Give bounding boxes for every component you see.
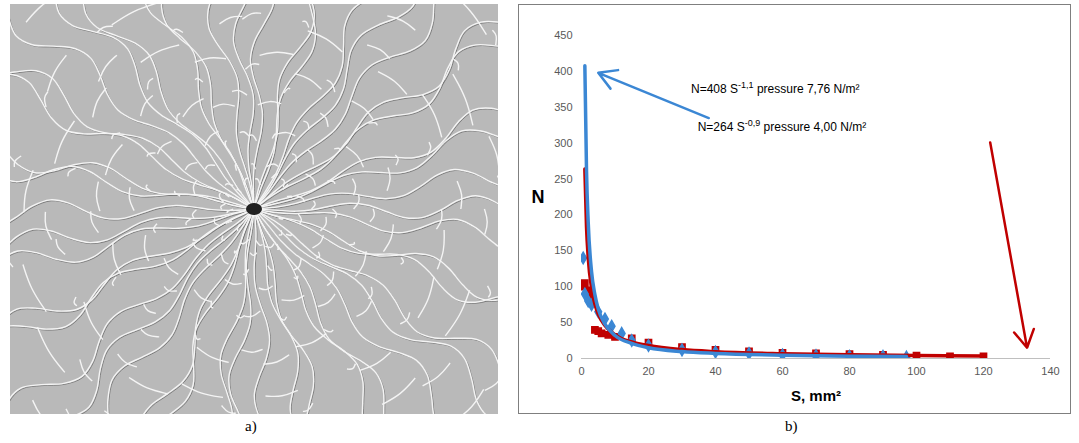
svg-text:20: 20 <box>642 365 654 377</box>
svg-text:200: 200 <box>554 208 572 220</box>
svg-text:150: 150 <box>554 244 572 256</box>
svg-text:40: 40 <box>709 365 721 377</box>
svg-text:350: 350 <box>554 101 572 113</box>
svg-text:N=408 S-1,1 pressure 7,76 N/m²: N=408 S-1,1 pressure 7,76 N/m² <box>691 80 860 96</box>
svg-text:N: N <box>532 187 545 207</box>
svg-text:S, mm²: S, mm² <box>791 387 841 404</box>
html-text:a): a) <box>245 418 257 434</box>
html-text:b): b) <box>785 418 798 434</box>
svg-text:400: 400 <box>554 65 572 77</box>
svg-text:250: 250 <box>554 173 572 185</box>
svg-text:60: 60 <box>776 365 788 377</box>
svg-text:140: 140 <box>1041 365 1059 377</box>
svg-text:N=264 S-0,9 pressure 4,00 N/m²: N=264 S-0,9 pressure 4,00 N/m² <box>698 118 867 134</box>
svg-text:50: 50 <box>560 316 572 328</box>
svg-text:120: 120 <box>974 365 992 377</box>
svg-text:80: 80 <box>843 365 855 377</box>
svg-text:300: 300 <box>554 137 572 149</box>
svg-text:100: 100 <box>907 365 925 377</box>
svg-text:0: 0 <box>566 352 572 364</box>
svg-text:100: 100 <box>554 280 572 292</box>
svg-text:0: 0 <box>578 365 584 377</box>
svg-text:450: 450 <box>554 29 572 41</box>
